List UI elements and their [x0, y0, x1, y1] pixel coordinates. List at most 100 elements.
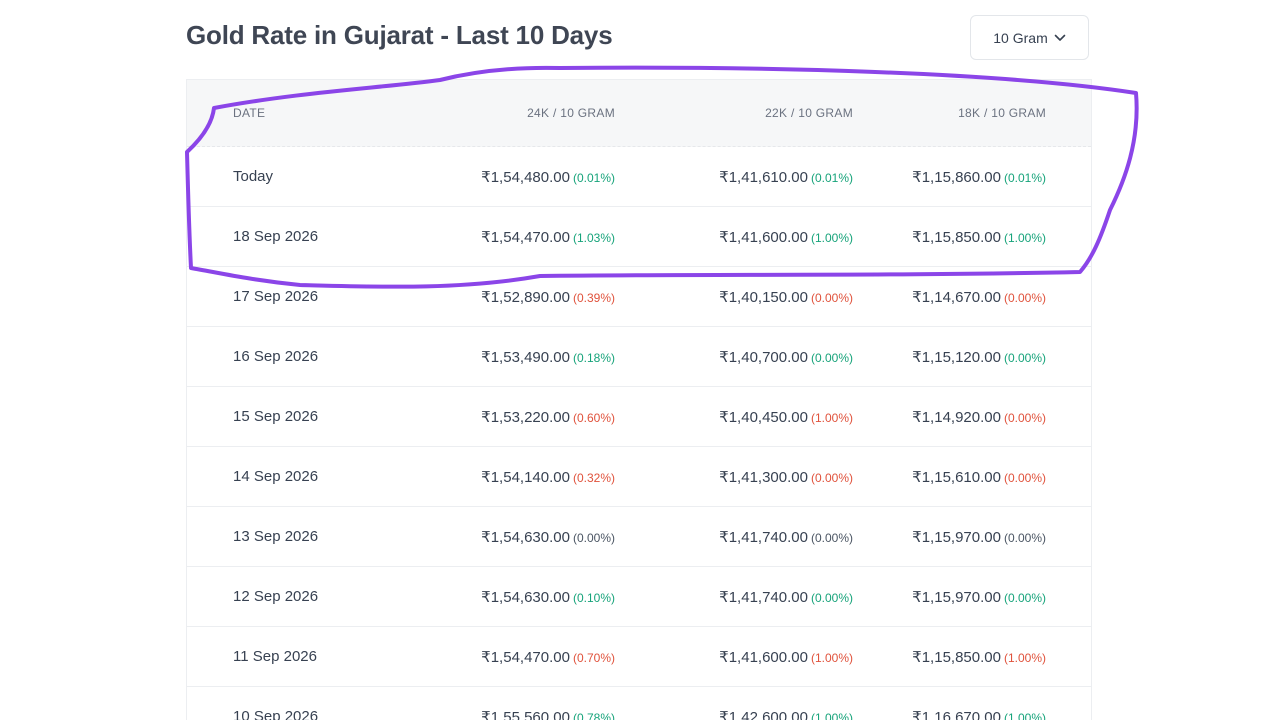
change-percent: (1.00%)	[810, 230, 853, 245]
change-percent: (0.00%)	[810, 470, 853, 485]
table-row: 14 Sep 2026 ₹1,54,140.00 (0.32%) ₹1,41,300.…	[187, 447, 1091, 507]
row-18k-price: ₹1,15,860.00 (0.01%)	[912, 168, 1046, 186]
header-22k: 22K / 10 GRAM	[765, 106, 853, 120]
row-24k-value: ₹1,52,890.00	[481, 288, 570, 306]
row-18k-price: ₹1,15,970.00 (0.00%)	[912, 588, 1046, 606]
row-22k-value: ₹1,41,300.00	[719, 468, 808, 486]
table-row: 12 Sep 2026 ₹1,54,630.00 (0.10%) ₹1,41,740.…	[187, 567, 1091, 627]
row-22k-value: ₹1,40,150.00	[719, 288, 808, 306]
change-percent: (0.00%)	[810, 290, 853, 305]
change-percent: (0.39%)	[572, 290, 615, 305]
row-24k-price: ₹1,54,480.00 (0.01%)	[481, 168, 615, 186]
change-percent: (0.01%)	[572, 170, 615, 185]
row-18k-value: ₹1,15,860.00	[912, 168, 1001, 186]
change-percent: (0.01%)	[1003, 170, 1046, 185]
header-18k: 18K / 10 GRAM	[958, 106, 1046, 120]
page-title: Gold Rate in Gujarat - Last 10 Days	[186, 20, 613, 50]
row-date-text: 12 Sep 2026	[233, 588, 319, 605]
row-24k-price: ₹1,55,560.00 (0.78%)	[481, 708, 615, 720]
change-percent: (0.00%)	[1003, 530, 1046, 545]
row-22k-value: ₹1,40,450.00	[719, 408, 808, 426]
change-percent: (0.00%)	[1003, 590, 1046, 605]
row-date-text: 17 Sep 2026	[233, 288, 319, 305]
change-percent: (0.78%)	[572, 710, 615, 720]
change-percent: (0.00%)	[810, 530, 853, 545]
table-row: 17 Sep 2026 ₹1,52,890.00 (0.39%) ₹1,40,150.…	[187, 267, 1091, 327]
row-18k-value: ₹1,15,850.00	[912, 228, 1001, 246]
row-24k-price: ₹1,54,470.00 (0.70%)	[481, 648, 615, 666]
row-24k-price: ₹1,52,890.00 (0.39%)	[481, 288, 615, 306]
row-24k-price: ₹1,54,630.00 (0.10%)	[481, 588, 615, 606]
row-24k-value: ₹1,54,470.00	[481, 228, 570, 246]
row-24k-value: ₹1,54,470.00	[481, 648, 570, 666]
row-18k-price: ₹1,15,970.00 (0.00%)	[912, 528, 1046, 546]
row-date: 11 Sep 2026	[233, 648, 317, 665]
row-22k-price: ₹1,41,300.00 (0.00%)	[719, 468, 853, 486]
row-date-text: 13 Sep 2026	[233, 528, 319, 545]
row-18k-value: ₹1,15,610.00	[912, 468, 1001, 486]
row-date-text: 10 Sep 2026	[233, 708, 319, 720]
row-date: 18 Sep 2026	[233, 228, 318, 245]
row-24k-price: ₹1,53,220.00 (0.60%)	[481, 408, 615, 426]
change-percent: (0.70%)	[572, 650, 615, 665]
row-date: 14 Sep 2026	[233, 468, 318, 485]
row-22k-price: ₹1,40,150.00 (0.00%)	[719, 288, 853, 306]
unit-select-value: 10 Gram	[993, 29, 1048, 46]
table-row: 18 Sep 2026 ₹1,54,470.00 (1.03%) ₹1,41,600.…	[187, 207, 1091, 267]
row-22k-value: ₹1,41,740.00	[719, 588, 808, 606]
change-percent: (0.60%)	[572, 410, 615, 425]
row-22k-price: ₹1,40,700.00 (0.00%)	[719, 348, 853, 366]
row-24k-price: ₹1,54,140.00 (0.32%)	[481, 468, 615, 486]
row-date: 10 Sep 2026	[233, 708, 318, 720]
change-percent: (1.03%)	[572, 230, 615, 245]
row-18k-price: ₹1,15,610.00 (0.00%)	[912, 468, 1046, 486]
row-24k-price: ₹1,54,470.00 (1.03%)	[481, 228, 615, 246]
change-percent: (1.00%)	[810, 710, 853, 720]
table-row: 11 Sep 2026 ₹1,54,470.00 (0.70%) ₹1,41,600.…	[187, 627, 1091, 687]
row-22k-price: ₹1,41,600.00 (1.00%)	[719, 228, 853, 246]
change-percent: (1.00%)	[1003, 230, 1046, 245]
row-22k-price: ₹1,41,740.00 (0.00%)	[719, 528, 853, 546]
row-22k-price: ₹1,42,600.00 (1.00%)	[719, 708, 853, 720]
unit-select[interactable]: 10 Gram	[970, 15, 1089, 60]
row-22k-value: ₹1,40,700.00	[719, 348, 808, 366]
row-date: Today	[233, 168, 273, 185]
row-18k-value: ₹1,15,970.00	[912, 528, 1001, 546]
row-18k-price: ₹1,15,850.00 (1.00%)	[912, 648, 1046, 666]
row-22k-price: ₹1,41,600.00 (1.00%)	[719, 648, 853, 666]
row-22k-price: ₹1,40,450.00 (1.00%)	[719, 408, 853, 426]
row-22k-value: ₹1,42,600.00	[719, 708, 808, 720]
change-percent: (1.00%)	[1003, 650, 1046, 665]
row-date-text: 16 Sep 2026	[233, 348, 319, 365]
row-22k-price: ₹1,41,740.00 (0.00%)	[719, 588, 853, 606]
row-18k-value: ₹1,14,920.00	[912, 408, 1001, 426]
change-percent: (1.00%)	[1003, 710, 1046, 720]
row-24k-value: ₹1,54,140.00	[481, 468, 570, 486]
row-18k-value: ₹1,15,120.00	[912, 348, 1001, 366]
change-percent: (0.18%)	[572, 350, 615, 365]
header-24k: 24K / 10 GRAM	[527, 106, 615, 120]
row-18k-value: ₹1,14,670.00	[912, 288, 1001, 306]
row-22k-value: ₹1,41,740.00	[719, 528, 808, 546]
change-percent: (1.00%)	[810, 410, 853, 425]
row-date: 17 Sep 2026	[233, 288, 318, 305]
chevron-down-icon	[1054, 34, 1066, 42]
table-body: Today ₹1,54,480.00 (0.01%) ₹1,41,610.00 (0.0…	[187, 147, 1091, 720]
change-percent: (0.00%)	[1003, 470, 1046, 485]
change-percent: (0.10%)	[572, 590, 615, 605]
row-date: 13 Sep 2026	[233, 528, 318, 545]
row-24k-value: ₹1,54,630.00	[481, 528, 570, 546]
table-header: DATE 24K / 10 GRAM 22K / 10 GRAM 18K / 1…	[187, 80, 1091, 147]
row-date-text: 14 Sep 2026	[233, 468, 319, 485]
row-24k-value: ₹1,54,630.00	[481, 588, 570, 606]
row-22k-price: ₹1,41,610.00 (0.01%)	[719, 168, 853, 186]
row-date-text: 15 Sep 2026	[233, 408, 319, 425]
change-percent: (0.01%)	[810, 170, 853, 185]
row-18k-value: ₹1,16,670.00	[912, 708, 1001, 720]
row-24k-value: ₹1,55,560.00	[481, 708, 570, 720]
row-18k-price: ₹1,16,670.00 (1.00%)	[912, 708, 1046, 720]
change-percent: (0.32%)	[572, 470, 615, 485]
change-percent: (0.00%)	[1003, 410, 1046, 425]
row-22k-value: ₹1,41,600.00	[719, 228, 808, 246]
